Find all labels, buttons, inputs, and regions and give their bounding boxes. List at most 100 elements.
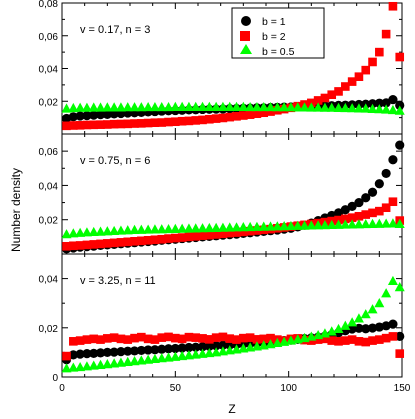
data-point	[239, 333, 248, 343]
data-point	[116, 119, 126, 129]
data-point	[381, 218, 392, 228]
data-point	[123, 119, 133, 129]
data-point	[68, 228, 79, 238]
data-point	[395, 100, 405, 110]
data-point	[313, 335, 323, 344]
data-point	[333, 102, 344, 112]
data-point	[218, 113, 228, 123]
data-point	[102, 226, 113, 236]
data-point	[347, 213, 357, 222]
data-point	[326, 219, 337, 230]
data-point	[123, 346, 133, 356]
data-point	[198, 231, 207, 240]
data-point	[109, 225, 120, 236]
data-point	[232, 228, 241, 237]
data-point	[387, 218, 398, 228]
data-point	[211, 101, 222, 111]
series-b-2	[62, 1, 405, 131]
data-point	[245, 101, 256, 112]
data-point	[320, 334, 330, 344]
data-point	[231, 101, 242, 111]
data-point	[156, 101, 167, 112]
data-point	[109, 109, 119, 119]
panel-annotation: v = 3.25, n = 11	[80, 275, 156, 287]
x-axis-title: Z	[228, 402, 235, 416]
data-point	[258, 101, 269, 112]
data-point	[122, 225, 133, 235]
data-point	[157, 118, 167, 127]
data-point	[95, 348, 106, 358]
data-point	[143, 224, 154, 234]
data-point	[320, 93, 330, 103]
data-point	[239, 227, 248, 237]
data-point	[354, 197, 364, 208]
data-point	[191, 232, 201, 241]
data-point	[177, 334, 187, 344]
data-point	[340, 219, 351, 229]
data-point	[395, 331, 405, 342]
data-point	[204, 101, 215, 111]
data-point	[388, 332, 398, 341]
data-point	[395, 52, 405, 62]
data-point	[285, 102, 296, 112]
y-tick-label: 0	[52, 373, 58, 384]
data-point	[191, 116, 201, 125]
data-point	[285, 220, 296, 231]
data-point	[149, 224, 160, 234]
data-point	[211, 347, 222, 357]
data-point	[198, 334, 207, 343]
data-point	[143, 101, 154, 112]
data-point	[334, 87, 343, 96]
data-point	[116, 238, 126, 247]
data-point	[157, 333, 167, 342]
data-point	[164, 117, 173, 127]
data-point	[299, 102, 310, 112]
data-point	[211, 114, 221, 123]
legend: b = 1 b = 2 b = 0.5	[231, 7, 325, 59]
data-point	[367, 323, 378, 333]
data-point	[109, 119, 119, 129]
data-point	[218, 229, 228, 239]
data-point	[122, 102, 133, 112]
data-point	[96, 120, 105, 129]
data-point	[123, 237, 133, 247]
data-point	[388, 155, 398, 165]
data-point	[136, 345, 146, 356]
data-point	[211, 341, 221, 351]
data-point	[388, 197, 398, 207]
data-point	[75, 102, 86, 112]
data-point	[157, 234, 167, 244]
data-point	[245, 342, 256, 352]
data-point	[313, 96, 323, 105]
legend-marker-b1	[241, 16, 251, 26]
data-point	[163, 344, 174, 354]
data-point	[69, 241, 78, 251]
data-point	[259, 334, 269, 344]
x-tick-label: 100	[280, 383, 297, 394]
data-point	[333, 219, 344, 229]
data-point	[272, 221, 283, 231]
data-point	[367, 304, 378, 314]
data-point	[184, 332, 194, 342]
data-point	[374, 104, 385, 114]
data-point	[381, 203, 391, 213]
data-point	[381, 29, 391, 39]
data-point	[68, 112, 78, 122]
data-point	[164, 234, 173, 243]
data-point	[313, 220, 324, 230]
data-point	[95, 359, 106, 369]
data-point	[129, 356, 140, 366]
data-point	[183, 223, 194, 233]
data-point	[374, 298, 385, 308]
data-point	[75, 349, 85, 359]
data-point	[143, 345, 153, 355]
data-point	[183, 101, 194, 111]
data-point	[361, 337, 371, 347]
data-point	[75, 111, 85, 121]
data-point	[136, 102, 147, 112]
data-point	[95, 110, 106, 120]
data-point	[367, 218, 378, 228]
y-tick-label: 0,02	[39, 97, 59, 108]
legend-label-b1: b = 1	[262, 16, 286, 28]
data-point	[102, 347, 112, 357]
